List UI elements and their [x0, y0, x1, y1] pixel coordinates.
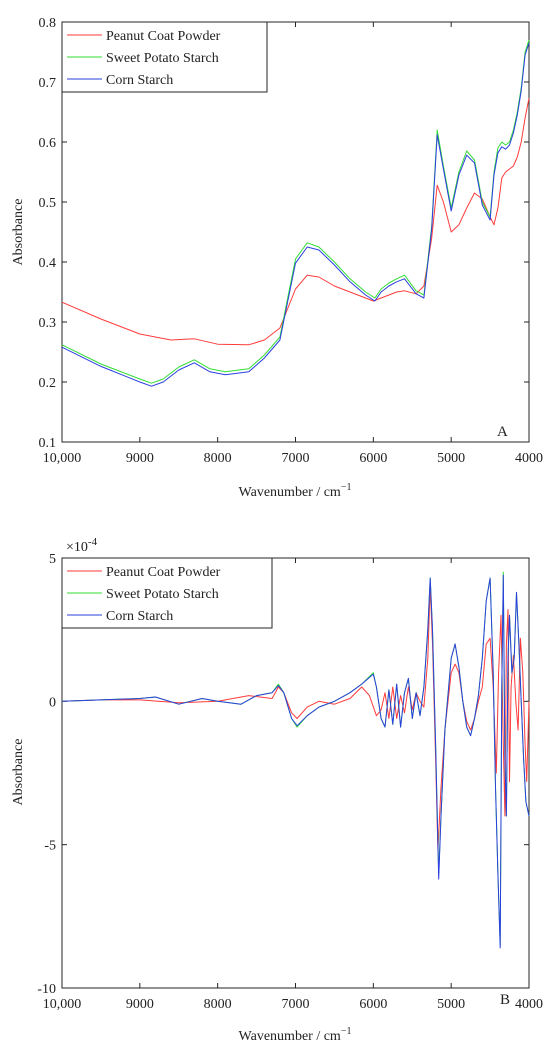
- x-tick-label: 4000: [515, 997, 543, 1012]
- x-tick-label: 6000: [359, 997, 387, 1012]
- panel-a-ylabel: Absorbance: [11, 199, 26, 266]
- y-tick-label: 0.3: [39, 316, 57, 331]
- y-tick-label: 0: [49, 695, 56, 710]
- legend-label: Peanut Coat Powder: [106, 29, 221, 44]
- panel-b-series: [61, 571, 530, 949]
- legend-label: Sweet Potato Starch: [106, 587, 219, 602]
- x-tick-label: 10,000: [43, 997, 82, 1012]
- x-tick-label: 10,000: [43, 451, 82, 466]
- panel-a-tag: A: [497, 424, 508, 440]
- x-tick-label: 5000: [437, 451, 465, 466]
- panel-a-xlabel-sup: −1: [341, 482, 352, 493]
- y-tick-label: 0.2: [39, 376, 57, 391]
- panel-b-xlabel: Wavenumber / cm−1: [239, 1026, 352, 1044]
- panel-b-plot-frame: [61, 557, 530, 989]
- y-tick-label: -10: [37, 982, 56, 997]
- panel-a-xlabel: Wavenumber / cm−1: [239, 482, 352, 500]
- x-tick-label: 8000: [204, 997, 232, 1012]
- panel-a-series: [61, 39, 530, 387]
- series-line-corn-starch: [61, 574, 530, 949]
- panel-b-xlabel-text: Wavenumber / cm: [239, 1029, 341, 1044]
- legend-label: Corn Starch: [106, 609, 173, 624]
- panel-b-scale-base: ×10: [66, 540, 88, 555]
- x-tick-label: 4000: [515, 451, 543, 466]
- panel-b-scale-exp: -4: [88, 536, 98, 548]
- series-line-peanut-coat-powder: [61, 98, 530, 346]
- x-tick-label: 9000: [126, 997, 154, 1012]
- y-tick-label: 5: [49, 552, 56, 567]
- y-tick-label: 0.5: [39, 196, 57, 211]
- panel-a-y-ticks: 0.1 0.2 0.3 0.4 0.5 0.6 0.7 0.8: [39, 16, 529, 451]
- series-line-corn-starch: [61, 42, 530, 387]
- panel-a-x-ticks: 10,000 9000 8000 7000 6000 5000 4000: [43, 22, 543, 466]
- panel-b-ylabel: Absorbance: [11, 739, 26, 806]
- panel-b-tag: B: [500, 992, 510, 1008]
- panel-a-xlabel-text: Wavenumber / cm: [239, 485, 341, 500]
- legend-label: Sweet Potato Starch: [106, 51, 219, 66]
- panel-b: 10,000 9000 8000 7000 6000 5000 4000 -10 -5 0 5 P…: [11, 536, 543, 1044]
- y-tick-label: 0.6: [39, 136, 57, 151]
- panel-b-y-ticks: -10 -5 0 5: [37, 552, 529, 997]
- x-tick-label: 6000: [359, 451, 387, 466]
- panel-b-x-ticks: 10,000 9000 8000 7000 6000 5000 4000: [43, 558, 543, 1012]
- x-tick-label: 7000: [282, 997, 310, 1012]
- y-tick-label: 0.7: [39, 76, 57, 91]
- y-tick-label: 0.4: [39, 256, 57, 271]
- panel-b-legend: Peanut Coat Powder Sweet Potato Starch Cor…: [61, 557, 273, 629]
- y-tick-label: -5: [44, 839, 56, 854]
- legend-label: Corn Starch: [106, 73, 173, 88]
- legend-label: Peanut Coat Powder: [106, 565, 221, 580]
- y-tick-label: 0.8: [39, 16, 57, 31]
- x-tick-label: 8000: [204, 451, 232, 466]
- y-tick-label: 0.1: [39, 436, 57, 451]
- x-tick-label: 5000: [437, 997, 465, 1012]
- panel-a: 10,000 9000 8000 7000 6000 5000 4000 0.1 0.2 0.3…: [11, 16, 543, 500]
- panel-a-legend: Peanut Coat Powder Sweet Potato Starch Cor…: [61, 21, 268, 93]
- series-line-sweet-potato-starch: [61, 39, 530, 384]
- panel-b-xlabel-sup: −1: [341, 1026, 352, 1037]
- x-tick-label: 7000: [282, 451, 310, 466]
- panel-b-scale-label: ×10-4: [66, 536, 98, 555]
- x-tick-label: 9000: [126, 451, 154, 466]
